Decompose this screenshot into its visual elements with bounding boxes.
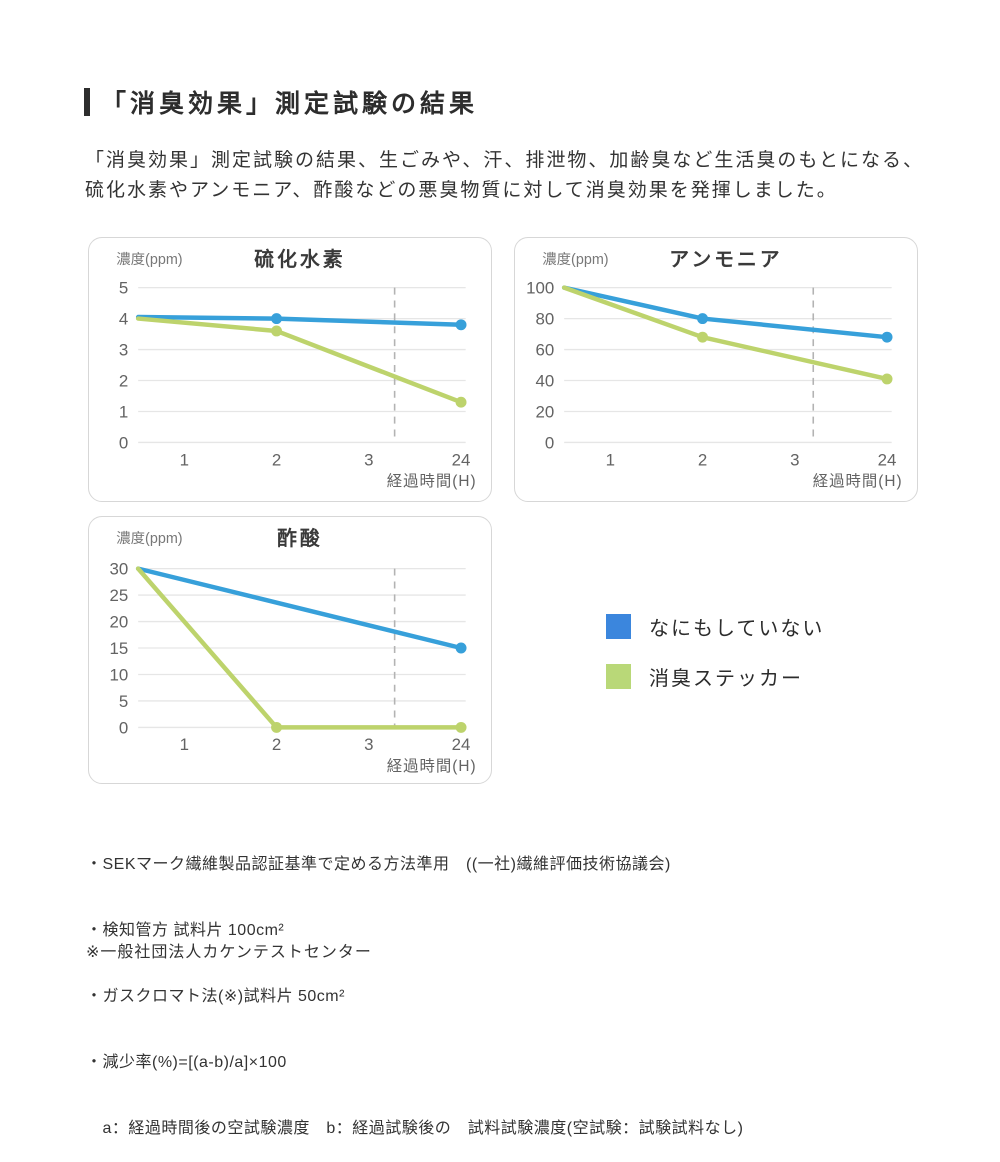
legend-swatch-blue (606, 614, 631, 639)
footnote-line: a：経過時間後の空試験濃度 b：経過試験後の 試料試験濃度(空試験：試験試料なし… (86, 1120, 744, 1137)
svg-text:3: 3 (364, 450, 373, 469)
svg-text:0: 0 (119, 433, 128, 452)
chart-panel-ammonia: 0 20 40 60 80 100 1 2 3 24 濃度(ppm) アンモニア経過時間(H) (514, 237, 918, 502)
svg-text:硫化水素: 硫化水素 (254, 248, 345, 271)
page-title: 「消臭効果」測定試験の結果 (101, 90, 479, 118)
footnote-line: ・検知管方 試料片 100cm² (86, 922, 285, 939)
svg-text:40: 40 (535, 371, 554, 390)
svg-text:24: 24 (452, 735, 471, 754)
page-header: 「消臭効果」測定試験の結果 (84, 84, 478, 120)
svg-text:3: 3 (364, 735, 373, 754)
intro-line-2: 硫化水素やアンモニア、酢酸などの悪臭物質に対して消臭効果を発揮しました。 (85, 180, 838, 201)
legend-label-untreated: なにもしていない (649, 618, 825, 640)
svg-text:1: 1 (180, 450, 189, 469)
svg-text:2: 2 (272, 735, 281, 754)
svg-text:経過時間(H): 経過時間(H) (387, 472, 477, 490)
svg-text:15: 15 (109, 639, 128, 658)
chart-legend: なにもしていない 消臭ステッカー (606, 614, 824, 714)
legend-item-untreated: なにもしていない (606, 614, 825, 640)
legend-label-deodorant-sticker: 消臭ステッカー (649, 668, 803, 690)
svg-text:24: 24 (452, 450, 471, 469)
svg-text:100: 100 (526, 279, 554, 298)
svg-text:25: 25 (109, 586, 128, 605)
svg-text:濃度(ppm): 濃度(ppm) (542, 251, 608, 268)
svg-text:1: 1 (180, 735, 189, 754)
svg-text:5: 5 (119, 279, 128, 298)
chart-panel-acetic-acid: 0 5 10 15 20 25 30 1 2 3 24 濃度(ppm) 酢酸経過時間(H) (88, 516, 492, 784)
svg-text:0: 0 (119, 718, 128, 737)
svg-text:2: 2 (119, 371, 128, 390)
svg-text:24: 24 (878, 450, 897, 469)
svg-text:20: 20 (109, 613, 128, 632)
svg-text:10: 10 (109, 665, 128, 684)
footnote-line: ・SEKマーク繊維製品認証基準で定める方法準用 ((一社)繊維評価技術協議会) (86, 856, 671, 873)
svg-text:1: 1 (606, 450, 615, 469)
svg-text:経過時間(H): 経過時間(H) (813, 472, 903, 490)
legend-item-deodorant-sticker: 消臭ステッカー (606, 664, 824, 690)
svg-text:濃度(ppm): 濃度(ppm) (116, 251, 182, 268)
footnote-line: ・減少率(%)=[(a-b)/a]×100 (86, 1054, 287, 1071)
footnotes: ・SEKマーク繊維製品認証基準で定める方法準用 ((一社)繊維評価技術協議会) … (86, 810, 743, 1162)
intro-paragraph: 「消臭効果」測定試験の結果、生ごみや、汗、排泄物、加齢臭など生活臭のもとになる、… (85, 146, 965, 206)
svg-text:60: 60 (535, 341, 554, 360)
svg-text:酢酸: 酢酸 (277, 527, 323, 550)
legend-swatch-green (606, 664, 631, 689)
svg-text:3: 3 (119, 341, 128, 360)
svg-text:80: 80 (535, 310, 554, 329)
svg-text:30: 30 (109, 560, 128, 579)
intro-line-1: 「消臭効果」測定試験の結果、生ごみや、汗、排泄物、加齢臭など生活臭のもとになる、 (85, 150, 925, 171)
svg-text:5: 5 (119, 692, 128, 711)
svg-text:2: 2 (698, 450, 707, 469)
svg-text:4: 4 (119, 310, 128, 329)
title-accent-bar (84, 88, 90, 116)
svg-text:20: 20 (535, 402, 554, 421)
chart-panel-hydrogen-sulfide: 0 1 2 3 4 5 1 2 3 24 濃度(ppm) 硫化水素経過時間(H) (88, 237, 492, 502)
svg-text:経過時間(H): 経過時間(H) (387, 757, 477, 775)
svg-text:アンモニア: アンモニア (669, 249, 782, 271)
test-center-note: ※一般社団法人カケンテストセンター (86, 944, 372, 961)
svg-text:1: 1 (119, 402, 128, 421)
svg-text:濃度(ppm): 濃度(ppm) (116, 530, 182, 547)
svg-text:0: 0 (545, 433, 554, 452)
svg-text:3: 3 (790, 450, 799, 469)
footnote-line: ・ガスクロマト法(※)試料片 50cm² (86, 988, 345, 1005)
svg-text:2: 2 (272, 450, 281, 469)
